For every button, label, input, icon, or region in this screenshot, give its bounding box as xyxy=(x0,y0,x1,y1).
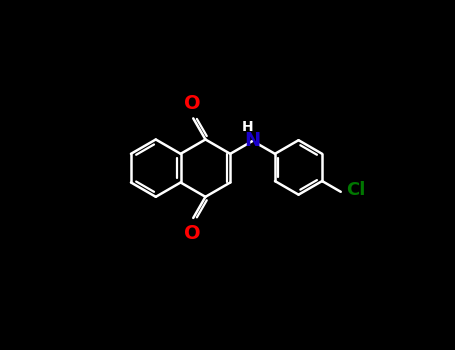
Text: Cl: Cl xyxy=(346,181,365,200)
Text: O: O xyxy=(183,224,200,243)
Text: H: H xyxy=(242,120,253,134)
Text: N: N xyxy=(244,131,261,150)
Text: O: O xyxy=(183,94,200,113)
